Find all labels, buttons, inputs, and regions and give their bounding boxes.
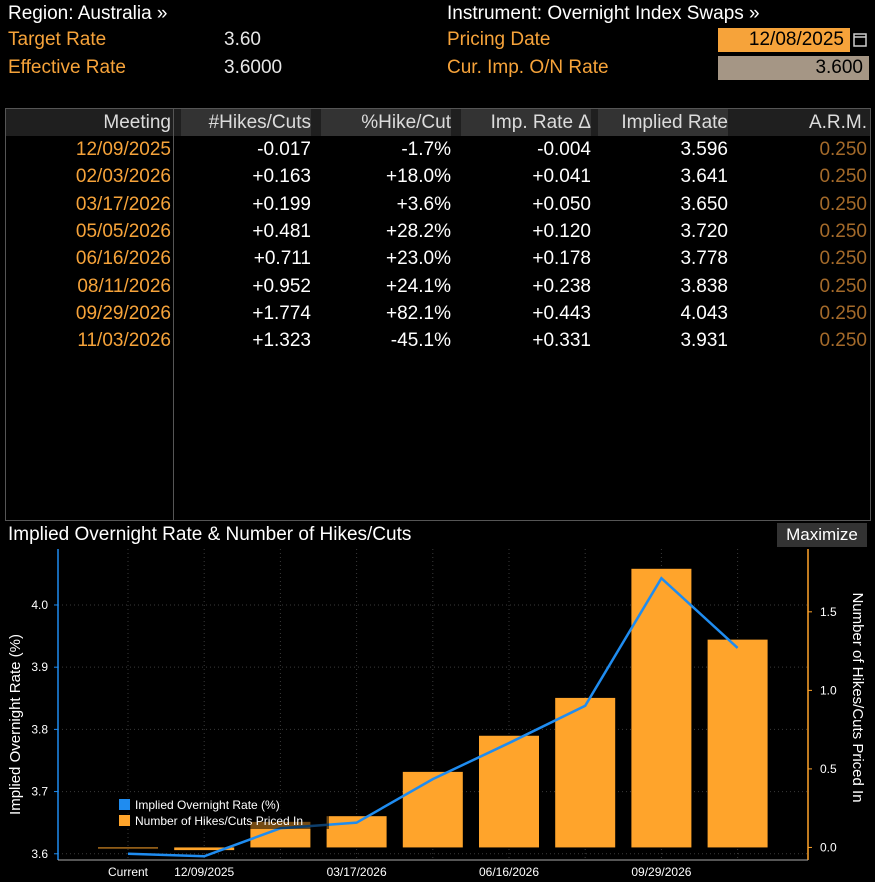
meeting-date-cell[interactable]: 08/11/2026 (77, 275, 171, 297)
table-cell: 0.250 (819, 166, 867, 188)
bar (479, 735, 539, 848)
table-cell: 3.778 (680, 248, 728, 270)
right-tick-label: 1.0 (820, 683, 837, 697)
table-cell: 0.250 (819, 220, 867, 242)
column-header[interactable]: A.R.M. (808, 112, 867, 133)
table-cell: 3.720 (680, 220, 728, 242)
region-selector[interactable]: Region: Australia » (8, 3, 168, 24)
bar (631, 568, 692, 848)
combo-chart: 3.6 3.7 3.8 3.9 4.0 0.0 0.5 1.0 1.5 Current 12/09/… (7, 549, 866, 879)
table-cell: +0.199 (252, 193, 311, 215)
bar (98, 847, 158, 849)
table-cell: +0.711 (253, 248, 311, 270)
y-axis-title: Implied Overnight Rate (%) (7, 634, 24, 815)
x-tick-label: 06/16/2026 (479, 865, 539, 879)
cur-imp-rate-label: Cur. Imp. O/N Rate (447, 57, 609, 78)
y2-axis-title: Number of Hikes/Cuts Priced In (849, 592, 866, 802)
table-cell: +3.6% (396, 193, 451, 215)
x-tick-label: Current (108, 865, 149, 879)
left-tick-label: 4.0 (31, 598, 48, 612)
effective-rate-label: Effective Rate (8, 57, 126, 78)
column-divider (173, 109, 174, 520)
right-tick-label: 1.5 (820, 605, 837, 619)
table-cell: 0.250 (819, 330, 867, 352)
bar (174, 847, 235, 851)
right-tick-label: 0.0 (820, 840, 837, 854)
legend-swatch (119, 815, 130, 826)
meeting-date-cell[interactable]: 06/16/2026 (75, 248, 171, 270)
legend-label: Number of Hikes/Cuts Priced In (135, 814, 303, 828)
table-cell: 0.250 (819, 193, 867, 215)
maximize-button[interactable]: Maximize (777, 523, 867, 547)
column-header[interactable]: Imp. Rate Δ (461, 109, 591, 136)
table-cell: +24.1% (386, 275, 451, 297)
left-tick-label: 3.8 (31, 722, 48, 736)
legend-label: Implied Overnight Rate (%) (135, 798, 280, 812)
pricing-date-input[interactable]: 12/08/2025 (718, 28, 850, 52)
table-cell: 3.650 (680, 193, 728, 215)
bar (402, 771, 463, 848)
table-cell: +0.443 (532, 302, 591, 324)
table-cell: 3.596 (680, 139, 728, 160)
column-header[interactable]: Implied Rate (598, 109, 728, 136)
table-cell: +0.050 (532, 193, 591, 215)
left-tick-label: 3.9 (31, 660, 48, 674)
table-cell: +0.952 (252, 275, 311, 297)
meeting-date-cell[interactable]: 11/03/2026 (77, 330, 171, 352)
meeting-date-cell[interactable]: 09/29/2026 (75, 302, 171, 324)
table-cell: +0.163 (252, 166, 311, 188)
table-cell: 4.043 (680, 302, 728, 324)
table-cell: 3.641 (680, 166, 728, 188)
chart-title: Implied Overnight Rate & Number of Hikes… (8, 524, 412, 545)
table-cell: 0.250 (819, 302, 867, 324)
bar (555, 697, 616, 848)
bar (326, 816, 387, 848)
bar (707, 639, 768, 848)
table-cell: +28.2% (386, 220, 451, 242)
target-rate-value: 3.60 (224, 29, 261, 50)
cur-imp-rate-input[interactable]: 3.600 (718, 56, 869, 80)
column-header[interactable]: Meeting (103, 112, 171, 133)
table-cell: +0.120 (532, 220, 591, 242)
table-cell: -0.004 (537, 139, 591, 160)
table-cell: +18.0% (386, 166, 451, 188)
meeting-date-cell[interactable]: 03/17/2026 (75, 193, 171, 215)
table-cell: +0.178 (532, 248, 591, 270)
effective-rate-value: 3.6000 (224, 57, 283, 78)
table-cell: 0.250 (819, 139, 867, 160)
table-cell: +23.0% (386, 248, 451, 270)
left-tick-label: 3.6 (31, 847, 48, 861)
table-cell: +0.331 (532, 330, 591, 352)
table-cell: +1.774 (252, 302, 311, 324)
legend (111, 793, 329, 829)
x-tick-label: 09/29/2026 (631, 865, 691, 879)
right-tick-label: 0.5 (820, 762, 837, 776)
table-cell: 3.838 (680, 275, 728, 297)
target-rate-label: Target Rate (8, 29, 107, 50)
table-cell: +1.323 (252, 330, 311, 352)
table-cell: +0.238 (532, 275, 591, 297)
column-header[interactable]: #Hikes/Cuts (181, 109, 311, 136)
table-cell: -1.7% (401, 139, 451, 160)
table-cell: +0.041 (532, 166, 591, 188)
instrument-selector[interactable]: Instrument: Overnight Index Swaps » (447, 3, 760, 24)
left-tick-label: 3.7 (31, 785, 48, 799)
meetings-table: Meeting #Hikes/Cuts %Hike/Cut Imp. Rate Δ Im… (5, 108, 871, 521)
table-cell: -0.017 (257, 139, 311, 160)
table-cell: -45.1% (390, 330, 451, 352)
table-cell: 3.931 (680, 330, 728, 352)
meeting-date-cell[interactable]: 12/09/2025 (75, 139, 171, 160)
column-header[interactable]: %Hike/Cut (321, 109, 451, 136)
x-tick-label: 03/17/2026 (327, 865, 387, 879)
table-cell: +82.1% (386, 302, 451, 324)
calendar-icon[interactable] (851, 28, 869, 52)
table-cell: 0.250 (819, 248, 867, 270)
meeting-date-cell[interactable]: 05/05/2026 (75, 220, 171, 242)
x-tick-label: 12/09/2025 (174, 865, 234, 879)
legend-swatch (119, 799, 130, 810)
table-cell: +0.481 (252, 220, 311, 242)
table-cell: 0.250 (819, 275, 867, 297)
pricing-date-label: Pricing Date (447, 29, 551, 50)
meeting-date-cell[interactable]: 02/03/2026 (75, 166, 171, 188)
